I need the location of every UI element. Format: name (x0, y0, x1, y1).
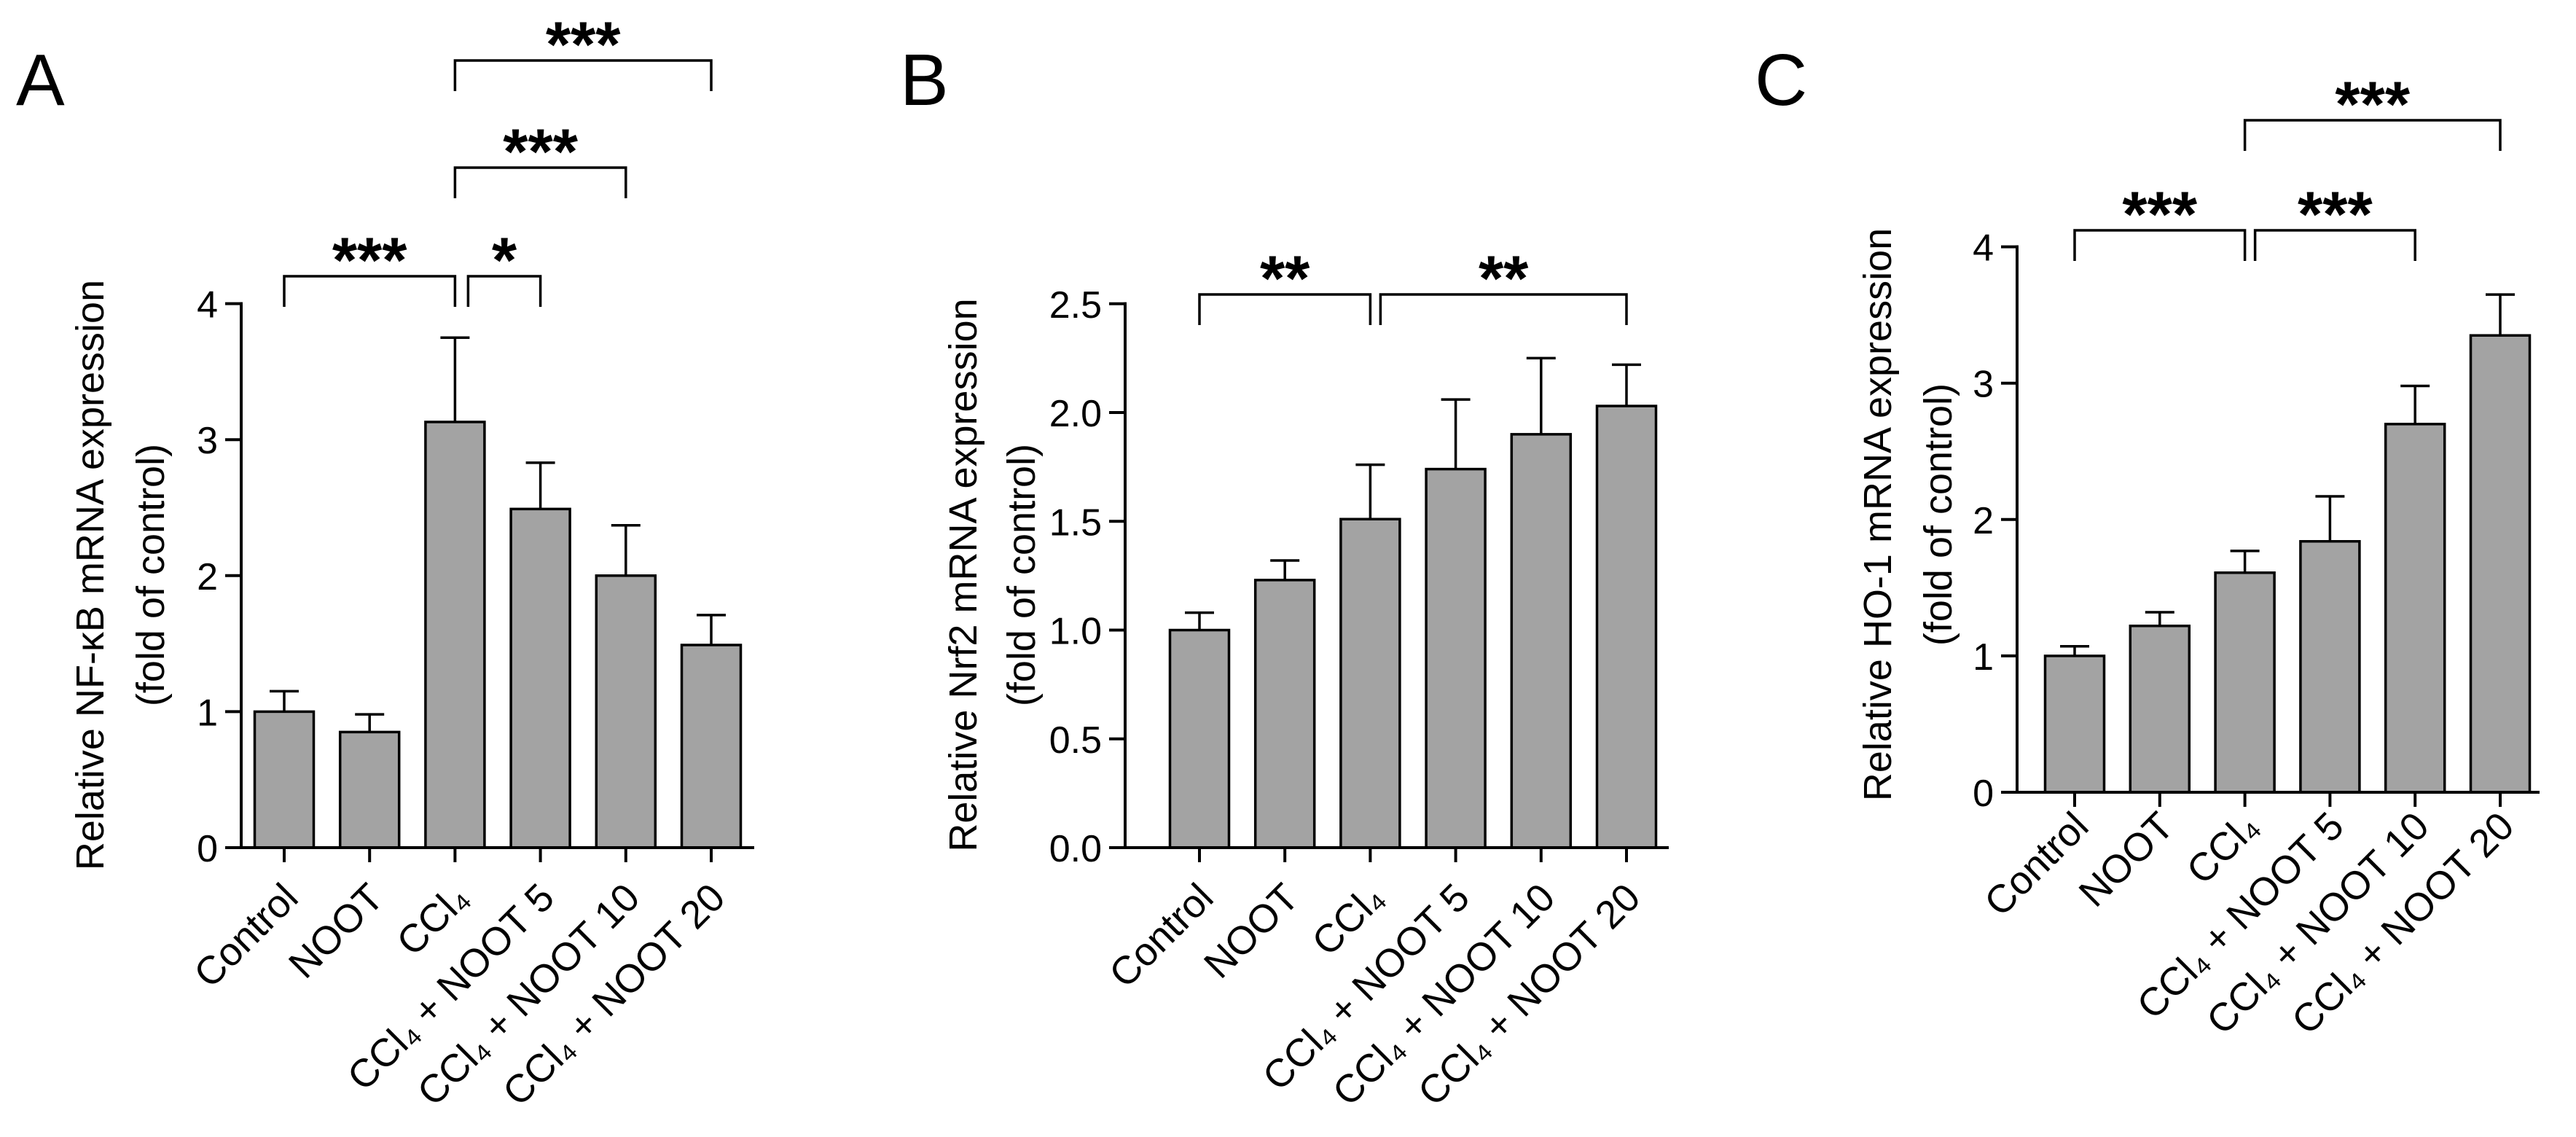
significance-bracket (283, 275, 457, 307)
bar-noot (338, 730, 401, 849)
significance-bracket (2073, 229, 2247, 261)
significance-label: *** (2122, 178, 2197, 250)
bar-control (253, 710, 316, 849)
y-tick-label: 3 (1973, 364, 1994, 406)
panel-c: C 0 1 2 3 4 Relative HO-1 mRNA expression (fold… (1755, 39, 2540, 1043)
y-tick-label: 2.5 (1049, 284, 1102, 327)
panel-label: B (900, 39, 949, 121)
y-tick-label: 1 (1973, 636, 1994, 679)
bar-ccl4-noot-10 (1510, 433, 1573, 849)
significance-label: *** (503, 115, 578, 187)
y-axis-title: Relative Nrf2 mRNA expression (941, 298, 985, 851)
significance-label: *** (2335, 68, 2410, 140)
bar-ccl4-noot-5 (509, 507, 571, 849)
significance-bracket (453, 166, 627, 198)
significance-label: *** (546, 8, 621, 80)
significance-label: ** (1479, 242, 1529, 314)
y-axis-title: Relative HO-1 mRNA expression (1856, 228, 1900, 801)
bar-ccl4-noot-10 (595, 574, 657, 849)
x-tick-label-control: Control (1101, 875, 1222, 996)
significance-bracket (1198, 293, 1372, 325)
significance-bracket (2253, 229, 2416, 261)
x-tick-label-noot: NOOT (2071, 804, 2182, 915)
panel-label: A (16, 39, 65, 121)
x-tick-label-noot: NOOT (281, 875, 392, 987)
panel-a: A 0 1 2 3 4 Relative NF-κB mRNA expression (fol… (16, 8, 754, 1114)
y-axis-title: Relative NF-κB mRNA expression (68, 280, 112, 870)
significance-bracket (2243, 119, 2502, 151)
bar-ccl4-noot-20 (1595, 405, 1658, 849)
y-tick-label: 1.5 (1049, 501, 1102, 544)
significance-bracket (1379, 293, 1628, 325)
x-tick-label-control: Control (1976, 804, 2097, 925)
y-tick-label: 1 (197, 692, 218, 734)
panel-label: C (1755, 39, 1807, 121)
significance-label: ** (1260, 242, 1310, 314)
significance-bracket (466, 275, 542, 307)
y-tick-label: 2 (197, 556, 218, 598)
bar-ccl4-noot-5 (2299, 539, 2361, 794)
bar-ccl4-noot-20 (680, 644, 743, 849)
bar-ccl4 (2214, 571, 2276, 794)
x-tick-label-control: Control (186, 875, 307, 996)
y-tick-label: 0.0 (1049, 828, 1102, 870)
y-tick-label: 0 (1973, 773, 1994, 815)
bar-ccl4-noot-20 (2469, 334, 2532, 794)
y-tick-label: 2.0 (1049, 393, 1102, 435)
bar-ccl4 (424, 421, 486, 849)
y-tick-label: 4 (197, 284, 218, 327)
y-tick-label: 1.0 (1049, 611, 1102, 653)
bar-ccl4-noot-10 (2384, 423, 2446, 794)
bar-ccl4 (1339, 517, 1401, 849)
significance-bracket (453, 59, 713, 91)
y-tick-label: 0 (197, 828, 218, 870)
bar-ccl4-noot-5 (1425, 467, 1487, 849)
significance-label: *** (332, 224, 407, 296)
significance-label: *** (2298, 178, 2373, 250)
y-tick-label: 3 (197, 420, 218, 462)
significance-label: * (492, 224, 517, 296)
y-axis-subtitle: (fold of control) (1917, 383, 1960, 646)
y-tick-label: 4 (1973, 227, 1994, 270)
y-axis-subtitle: (fold of control) (1000, 444, 1044, 706)
bar-noot (1253, 579, 1316, 849)
bar-control (2043, 655, 2106, 794)
bar-noot (2129, 624, 2191, 794)
y-tick-label: 0.5 (1049, 719, 1102, 762)
x-tick-label-noot: NOOT (1196, 875, 1307, 987)
y-axis-subtitle: (fold of control) (129, 444, 173, 706)
bar-control (1168, 628, 1231, 849)
y-tick-label: 2 (1973, 500, 1994, 542)
panel-b: B 0.0 0.5 1.0 1.5 2.0 2.5 Relative Nrf2 mRNA ex… (900, 39, 1669, 1114)
